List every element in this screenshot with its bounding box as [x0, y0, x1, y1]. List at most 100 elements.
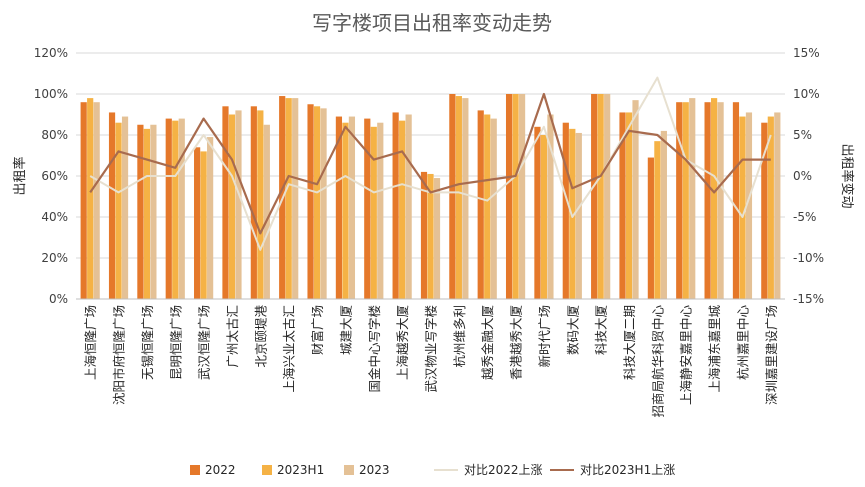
legend-item-对比2023H1上涨: 对比2023H1上涨 — [550, 462, 675, 477]
legend-item-2022: 2022 — [190, 463, 236, 477]
legend-swatch — [262, 465, 272, 475]
bar-2023-10 — [377, 122, 384, 299]
bar-2022-14 — [477, 110, 484, 300]
chart-title: 写字楼项目出租率变动走势 — [312, 11, 552, 35]
category-label: 新时代广场 — [537, 305, 552, 368]
bar-2022-17 — [562, 122, 569, 299]
bar-2023-18 — [604, 94, 611, 299]
category-label: 武汉物业写字楼 — [424, 305, 439, 393]
category-label: 香港越秀大厦 — [509, 305, 524, 380]
bar-2023H1-20 — [654, 141, 661, 299]
category-label: 财富广场 — [310, 305, 325, 355]
bar-2022-4 — [194, 147, 201, 299]
bar-2023H1-23 — [739, 116, 746, 299]
legend-label: 对比2023H1上涨 — [580, 462, 675, 477]
category-label: 城建大厦 — [338, 305, 353, 355]
left-tick-label: 100% — [34, 87, 68, 101]
bar-2022-1 — [108, 112, 116, 299]
bar-2023-16 — [547, 114, 554, 299]
legend-item-2023: 2023 — [344, 463, 390, 477]
bar-2023-2 — [150, 124, 157, 299]
line-series — [89, 76, 772, 251]
bar-2023H1-6 — [257, 110, 264, 300]
bar-2023H1-3 — [172, 120, 179, 300]
bar-2022-21 — [676, 102, 683, 299]
bar-2023H1-2 — [143, 128, 150, 299]
bar-2023H1-10 — [370, 126, 377, 299]
category-label: 北京颐堤港 — [253, 305, 268, 368]
bar-2023-21 — [689, 98, 696, 299]
left-tick-label: 60% — [41, 169, 68, 183]
bar-2023H1-5 — [228, 114, 236, 299]
bar-2023-17 — [575, 132, 582, 299]
bar-2023-1 — [121, 116, 129, 299]
legend-label: 对比2022上涨 — [464, 462, 543, 477]
legend-item-2023H1: 2023H1 — [262, 463, 324, 477]
category-label: 数码大厦 — [565, 305, 580, 355]
bar-2023-7 — [292, 98, 299, 299]
right-tick-label: 5% — [793, 128, 812, 142]
bar-2023-23 — [745, 112, 753, 299]
category-label: 上海越秀大厦 — [395, 305, 410, 380]
bar-2023H1-22 — [711, 98, 718, 299]
category-label: 沈阳市府恒隆广场 — [112, 305, 127, 405]
category-label: 昆明恒隆广场 — [168, 305, 183, 380]
bar-2023H1-11 — [399, 120, 406, 300]
bar-2022-10 — [364, 118, 371, 299]
bar-2023-20 — [660, 130, 667, 299]
legend-label: 2023 — [359, 463, 390, 477]
bar-2023H1-12 — [427, 173, 434, 299]
left-axis-ticks: 0% 20% 40% 60% 80% 100% 120% — [34, 46, 68, 306]
bar-2023-4 — [207, 137, 214, 299]
bar-2023H1-13 — [455, 96, 462, 299]
legend: 2022 2023H1 2023 对比2022上涨 对比2023H1上涨 — [190, 462, 675, 477]
bar-2023-15 — [518, 94, 526, 299]
bar-2023-12 — [433, 178, 441, 299]
bar-2022-22 — [704, 102, 711, 299]
bar-2022-8 — [307, 104, 314, 299]
bar-2023H1-8 — [313, 106, 321, 299]
bar-2022-3 — [165, 118, 172, 299]
category-label: 上海恒隆广场 — [83, 305, 98, 380]
bar-2022-12 — [420, 171, 428, 299]
left-axis-title: 出租率 — [12, 156, 28, 195]
bar-series — [80, 94, 781, 300]
legend-label: 2022 — [205, 463, 236, 477]
left-tick-label: 0% — [49, 292, 68, 306]
category-label: 武汉恒隆广场 — [197, 305, 212, 380]
bar-2023-24 — [774, 112, 781, 299]
bar-2023-22 — [717, 102, 724, 299]
bar-2023-0 — [93, 102, 100, 299]
right-tick-label: -10% — [793, 251, 824, 265]
left-tick-label: 80% — [41, 128, 68, 142]
bar-2022-0 — [80, 102, 87, 299]
bar-2023H1-14 — [484, 114, 491, 299]
bar-2023-5 — [235, 110, 242, 300]
category-label: 广州太古汇 — [225, 305, 240, 368]
right-tick-label: -15% — [793, 292, 824, 306]
bar-2022-13 — [449, 94, 456, 299]
bar-2022-9 — [335, 116, 343, 299]
right-tick-label: 0% — [793, 169, 812, 183]
left-tick-label: 120% — [34, 46, 68, 60]
bar-2022-15 — [505, 94, 513, 299]
bar-2023H1-18 — [597, 94, 604, 299]
right-tick-label: 10% — [793, 87, 820, 101]
category-label: 科技大厦 — [594, 305, 609, 355]
bar-2023H1-7 — [285, 98, 292, 299]
bar-2023H1-0 — [87, 98, 94, 299]
category-label: 无锡恒隆广场 — [140, 305, 155, 380]
category-labels: 上海恒隆广场 沈阳市府恒隆广场 无锡恒隆广场 昆明恒隆广场 武汉恒隆广场 广州太古汇 北京颐… — [83, 305, 779, 418]
legend-label: 2023H1 — [277, 463, 324, 477]
legend-item-对比2022上涨: 对比2022上涨 — [434, 462, 543, 477]
line-对比2023H1上涨 — [89, 92, 771, 235]
bar-2023-9 — [348, 116, 356, 299]
bar-2023-11 — [405, 114, 412, 299]
bar-2022-5 — [222, 106, 229, 299]
bar-2022-24 — [761, 122, 768, 299]
bar-2023H1-9 — [342, 122, 349, 299]
bar-2022-11 — [392, 112, 399, 299]
bar-2022-16 — [534, 126, 541, 299]
bar-2023-8 — [320, 108, 327, 299]
right-tick-label: 15% — [793, 46, 820, 60]
